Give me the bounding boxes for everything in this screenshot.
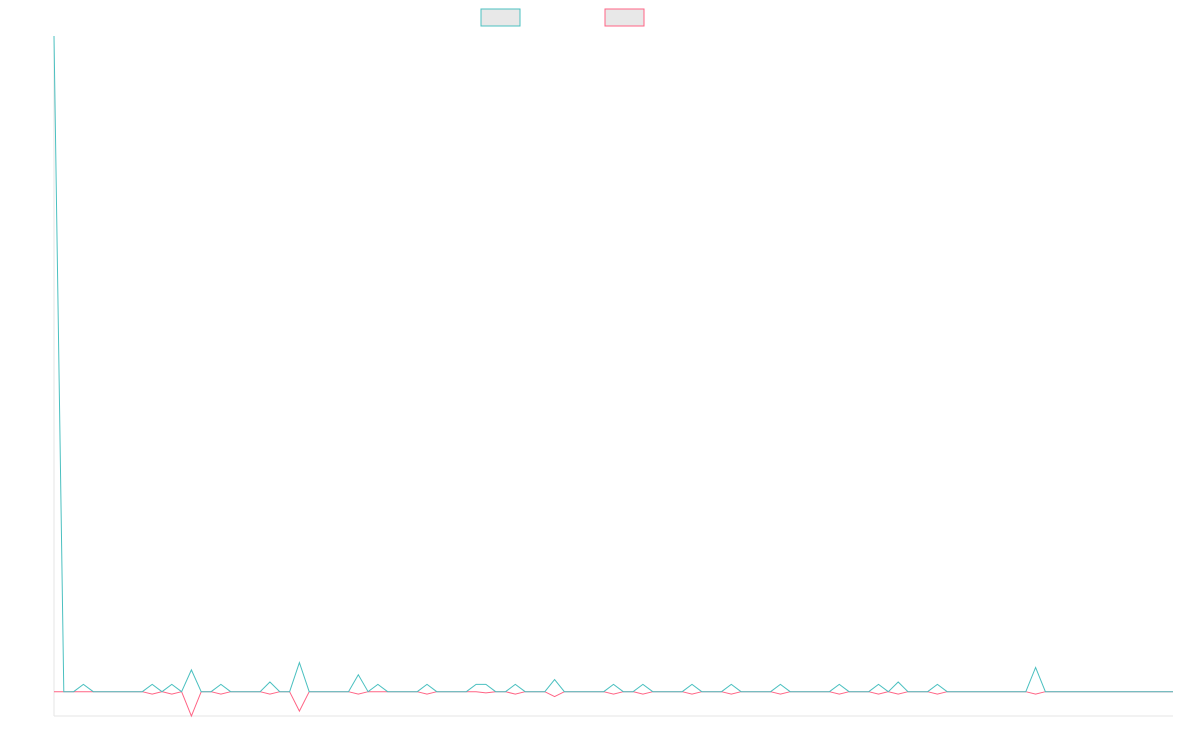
series-layer — [53, 35, 1173, 718]
legend-swatch-series-2[interactable] — [604, 8, 645, 27]
series-2-line — [54, 691, 1173, 718]
legend — [480, 8, 645, 27]
legend-swatch-series-1[interactable] — [480, 8, 521, 27]
series-1-line — [53, 35, 1173, 693]
